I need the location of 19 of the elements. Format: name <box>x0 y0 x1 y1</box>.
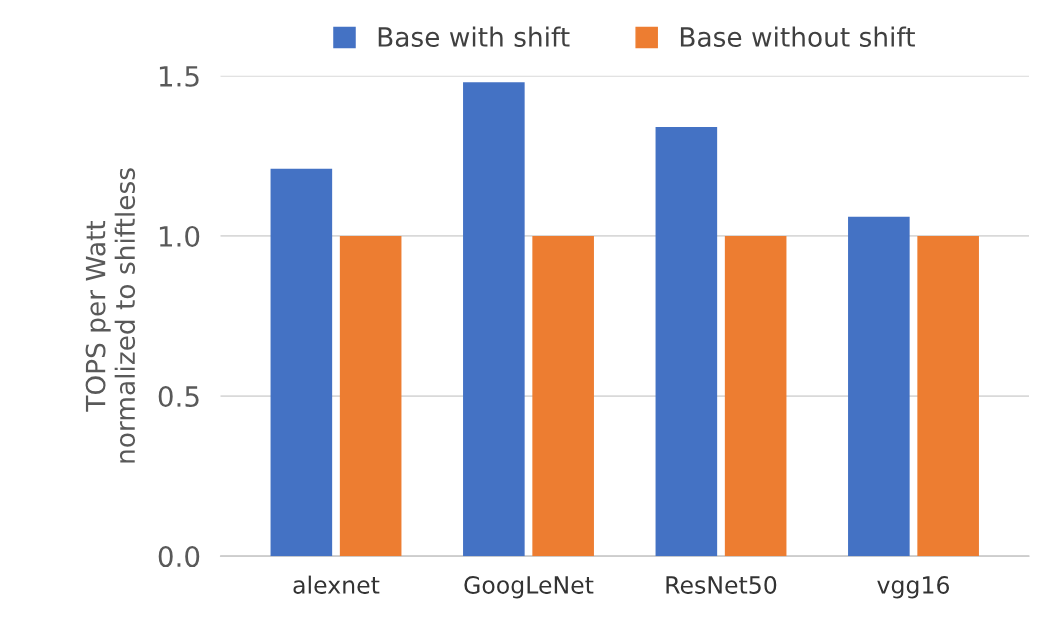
y-tick-label: 0.5 <box>158 385 199 407</box>
bar <box>917 235 979 557</box>
x-tick-label: ResNet50 <box>666 576 777 594</box>
y-tick-label: 0.0 <box>158 546 200 568</box>
x-tick-label: alexnet <box>293 575 380 594</box>
bar <box>532 235 594 557</box>
bar <box>270 168 333 557</box>
bar <box>339 235 402 557</box>
bar <box>463 82 525 557</box>
bar <box>848 216 910 557</box>
y-axis-title: TOPS per Watt normalized to shiftless <box>85 168 136 463</box>
bar <box>724 235 787 557</box>
y-tick-label: 1.0 <box>159 225 200 247</box>
legend-label: Base without shift <box>680 26 915 47</box>
x-tick-label: vgg16 <box>877 576 950 599</box>
bar <box>655 127 718 557</box>
y-tick-label: 1.5 <box>159 66 199 87</box>
legend-label: Base with shift <box>378 26 570 47</box>
x-tick-label: GoogLeNet <box>464 576 594 599</box>
